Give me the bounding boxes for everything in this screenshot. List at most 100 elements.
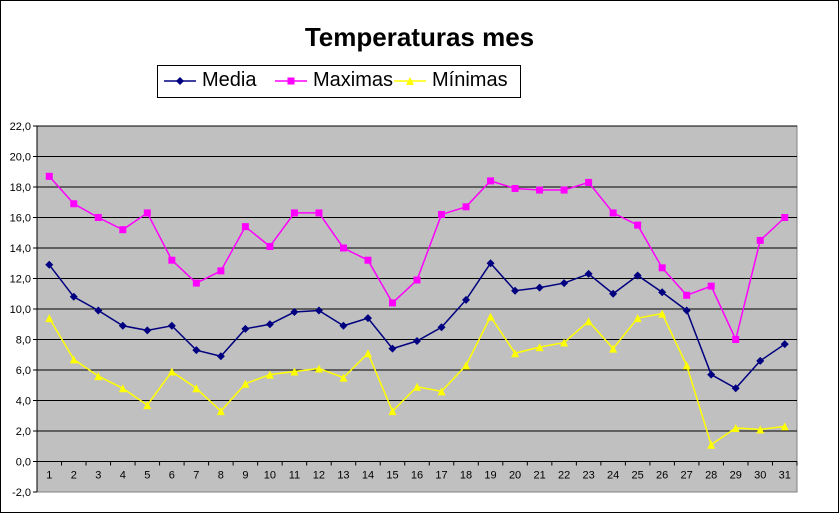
- point-minimas: [216, 407, 225, 416]
- point-minimas: [118, 384, 127, 393]
- point-maximas: [339, 244, 347, 252]
- x-tick-label: 12: [313, 470, 325, 482]
- point-media: [192, 346, 201, 355]
- point-minimas: [462, 361, 471, 370]
- point-media: [413, 337, 421, 346]
- x-tick-label: 4: [120, 470, 126, 482]
- x-tick-label: 23: [582, 470, 594, 482]
- point-minimas: [486, 312, 495, 321]
- point-minimas: [609, 344, 618, 353]
- point-media: [69, 292, 78, 301]
- point-maximas: [290, 209, 298, 217]
- point-minimas: [584, 317, 593, 326]
- point-minimas: [388, 407, 397, 416]
- point-minimas: [682, 361, 691, 370]
- point-media: [363, 314, 372, 323]
- x-tick-label: 1: [46, 470, 52, 482]
- x-tick-label: 14: [362, 470, 374, 482]
- point-minimas: [45, 314, 54, 323]
- x-tick-label: 10: [264, 470, 276, 482]
- point-maximas: [388, 299, 396, 307]
- point-media: [290, 308, 299, 317]
- point-maximas: [511, 185, 519, 193]
- point-media: [584, 269, 593, 278]
- point-minimas: [363, 349, 372, 358]
- point-maximas: [438, 210, 446, 218]
- chart-legend: Media Maximas Mínimas: [157, 65, 521, 98]
- point-maximas: [241, 223, 249, 231]
- point-maximas: [707, 282, 715, 290]
- legend-marker-minimas: [394, 77, 426, 85]
- point-media: [241, 324, 250, 333]
- x-tick-label: 18: [460, 470, 472, 482]
- point-maximas: [217, 267, 225, 275]
- point-maximas: [143, 209, 151, 217]
- x-tick-label: 15: [386, 470, 398, 482]
- point-minimas: [339, 373, 348, 382]
- y-tick-label: 16,0: [10, 213, 31, 225]
- x-tick-label: 26: [656, 470, 668, 482]
- point-maximas: [634, 221, 642, 229]
- point-maximas: [609, 209, 617, 217]
- x-tick-label: 17: [435, 470, 447, 482]
- x-tick-label: 30: [754, 470, 766, 482]
- point-maximas: [732, 336, 740, 343]
- point-minimas: [658, 309, 667, 318]
- point-media: [45, 260, 54, 269]
- point-media: [314, 306, 323, 315]
- point-maximas: [585, 178, 593, 186]
- point-media: [486, 259, 495, 268]
- x-tick-label: 31: [779, 470, 791, 482]
- x-tick-label: 19: [484, 470, 496, 482]
- point-media: [780, 340, 789, 349]
- point-minimas: [731, 423, 740, 432]
- x-tick-label: 16: [411, 470, 423, 482]
- point-maximas: [462, 203, 470, 211]
- point-minimas: [94, 372, 103, 381]
- y-tick-label: 2,0: [16, 426, 31, 438]
- point-maximas: [487, 177, 495, 185]
- point-minimas: [560, 338, 569, 347]
- x-tick-label: 22: [558, 470, 570, 482]
- chart-title: Temperaturas mes: [304, 22, 535, 52]
- point-minimas: [241, 379, 250, 388]
- point-media: [265, 320, 274, 329]
- point-maximas: [266, 242, 274, 250]
- point-media: [339, 321, 348, 330]
- point-media: [731, 384, 740, 393]
- point-minimas: [143, 401, 152, 410]
- x-tick-label: 13: [337, 470, 349, 482]
- point-maximas: [45, 172, 53, 180]
- y-tick-label: 12,0: [10, 274, 31, 286]
- point-maximas: [683, 291, 691, 299]
- y-tick-label: 22,0: [10, 121, 31, 133]
- point-media: [437, 323, 446, 332]
- y-tick-label: 4,0: [16, 396, 31, 408]
- x-tick-label: 7: [193, 470, 199, 482]
- x-tick-label: 2: [71, 470, 77, 482]
- x-tick-label: 11: [289, 470, 300, 482]
- y-tick-label: 0,0: [16, 457, 31, 469]
- point-media: [143, 326, 152, 335]
- point-maximas: [364, 256, 372, 264]
- legend-marker-media: [164, 77, 196, 85]
- point-minimas: [756, 425, 765, 434]
- point-media: [633, 271, 642, 280]
- point-media: [535, 283, 544, 292]
- point-maximas: [94, 214, 102, 221]
- point-minimas: [511, 349, 520, 358]
- legend-label-media: Media: [202, 69, 257, 91]
- x-tick-label: 25: [632, 470, 644, 482]
- point-media: [609, 289, 618, 298]
- point-media: [462, 295, 471, 304]
- x-tick-label: 5: [144, 470, 150, 482]
- point-maximas: [536, 186, 544, 194]
- point-minimas: [633, 314, 642, 323]
- point-media: [216, 352, 225, 361]
- x-tick-label: 3: [95, 470, 101, 482]
- legend-label-minimas: Mínimas: [432, 69, 508, 91]
- x-tick-label: 8: [218, 470, 224, 482]
- point-maximas: [756, 236, 764, 244]
- point-minimas: [780, 422, 789, 431]
